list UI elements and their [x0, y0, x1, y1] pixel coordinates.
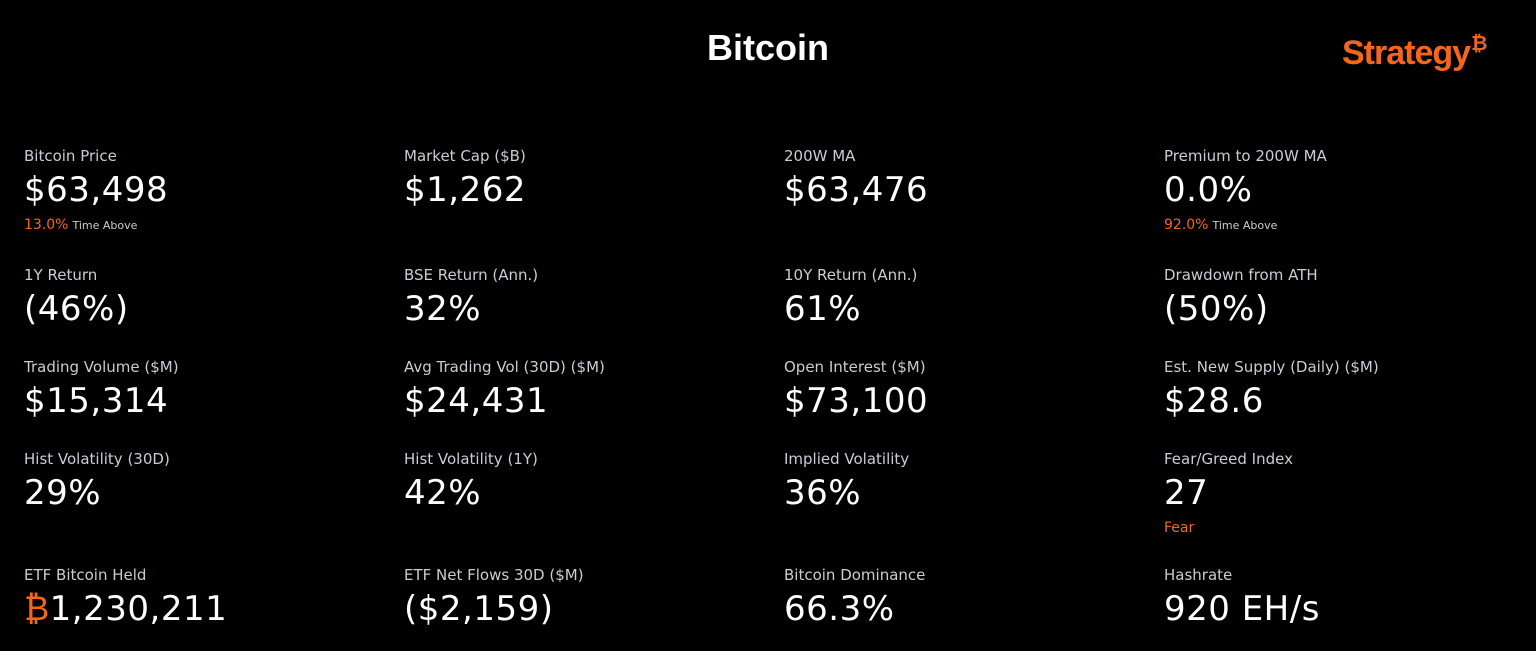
metric-note: 92.0% Time Above — [1164, 217, 1277, 234]
metric-value: 920 EH/s — [1164, 589, 1320, 629]
value-text: 1,230,211 — [49, 589, 228, 629]
metric-label: Hashrate — [1164, 566, 1233, 584]
metric-label: ETF Net Flows 30D ($M) — [404, 566, 584, 584]
metric-value: $15,314 — [24, 381, 168, 421]
metric-label: Open Interest ($M) — [784, 358, 926, 376]
value-text: $24,431 — [404, 381, 549, 421]
note-value: 13.0% — [24, 217, 69, 233]
note-text: Time Above — [1212, 219, 1278, 232]
metric-value: 29% — [24, 473, 101, 513]
value-text: 29% — [24, 473, 102, 513]
logo[interactable]: Strategy₿ — [1342, 24, 1487, 73]
metric-value: 61% — [784, 289, 861, 329]
metric-label: Hist Volatility (30D) — [24, 450, 170, 468]
metric-label: Trading Volume ($M) — [24, 358, 179, 376]
value-text: $73,100 — [784, 381, 929, 421]
value-prefix: ₿ — [24, 589, 50, 629]
metric-value: (46%) — [24, 289, 129, 329]
metric-value: (50%) — [1164, 289, 1269, 329]
value-text: $1,262 — [404, 170, 526, 210]
metric-value: 32% — [404, 289, 481, 329]
logo-name: Strategy — [1342, 34, 1471, 72]
metric-label: Implied Volatility — [784, 450, 910, 468]
metric-note: Fear — [1164, 520, 1194, 536]
metric-note: 13.0% Time Above — [24, 217, 137, 234]
page-title: Bitcoin — [707, 27, 829, 68]
metric-label: BSE Return (Ann.) — [404, 266, 539, 284]
metric-label: Bitcoin Price — [24, 147, 117, 165]
metric-label: 10Y Return (Ann.) — [784, 266, 918, 284]
value-text: $15,314 — [24, 381, 169, 421]
value-text: 0.0% — [1164, 170, 1253, 210]
metric-label: Market Cap ($B) — [404, 147, 526, 165]
logo-symbol: ₿ — [1471, 33, 1487, 55]
metric-label: Drawdown from ATH — [1164, 266, 1318, 284]
value-text: $28.6 — [1164, 381, 1264, 421]
value-text: $63,476 — [784, 170, 929, 210]
metric-value: 0.0% — [1164, 170, 1252, 210]
note-text: Time Above — [72, 219, 138, 232]
metric-value: $63,476 — [784, 170, 928, 210]
metric-label: 200W MA — [784, 147, 856, 165]
value-text: (50%) — [1164, 289, 1269, 329]
metric-value: $24,431 — [404, 381, 548, 421]
note-value: Fear — [1164, 520, 1195, 536]
metric-value: $73,100 — [784, 381, 928, 421]
value-text: 61% — [784, 289, 862, 329]
metric-value: $28.6 — [1164, 381, 1264, 421]
metric-label: Est. New Supply (Daily) ($M) — [1164, 358, 1379, 376]
metric-label: Avg Trading Vol (30D) ($M) — [404, 358, 605, 376]
metric-value: ₿1,230,211 — [24, 589, 227, 629]
value-text: 42% — [404, 473, 482, 513]
metric-value: 36% — [784, 473, 861, 513]
metric-value: 66.3% — [784, 589, 895, 629]
value-text: 32% — [404, 289, 482, 329]
metric-label: ETF Bitcoin Held — [24, 566, 147, 584]
metric-value: $1,262 — [404, 170, 526, 210]
metric-value: $63,498 — [24, 170, 168, 210]
value-text: 66.3% — [784, 589, 895, 629]
metric-value: 42% — [404, 473, 481, 513]
metric-label: 1Y Return — [24, 266, 98, 284]
metric-value: ($2,159) — [404, 589, 554, 629]
value-text: (46%) — [24, 289, 129, 329]
value-text: 920 EH/s — [1164, 589, 1320, 629]
metric-label: Bitcoin Dominance — [784, 566, 926, 584]
metric-value: 27 — [1164, 473, 1208, 513]
value-text: 36% — [784, 473, 862, 513]
metric-label: Premium to 200W MA — [1164, 147, 1327, 165]
note-value: 92.0% — [1164, 217, 1209, 233]
value-text: ($2,159) — [404, 589, 554, 629]
value-text: $63,498 — [24, 170, 169, 210]
metric-label: Hist Volatility (1Y) — [404, 450, 538, 468]
value-text: 27 — [1164, 473, 1209, 513]
metric-label: Fear/Greed Index — [1164, 450, 1293, 468]
